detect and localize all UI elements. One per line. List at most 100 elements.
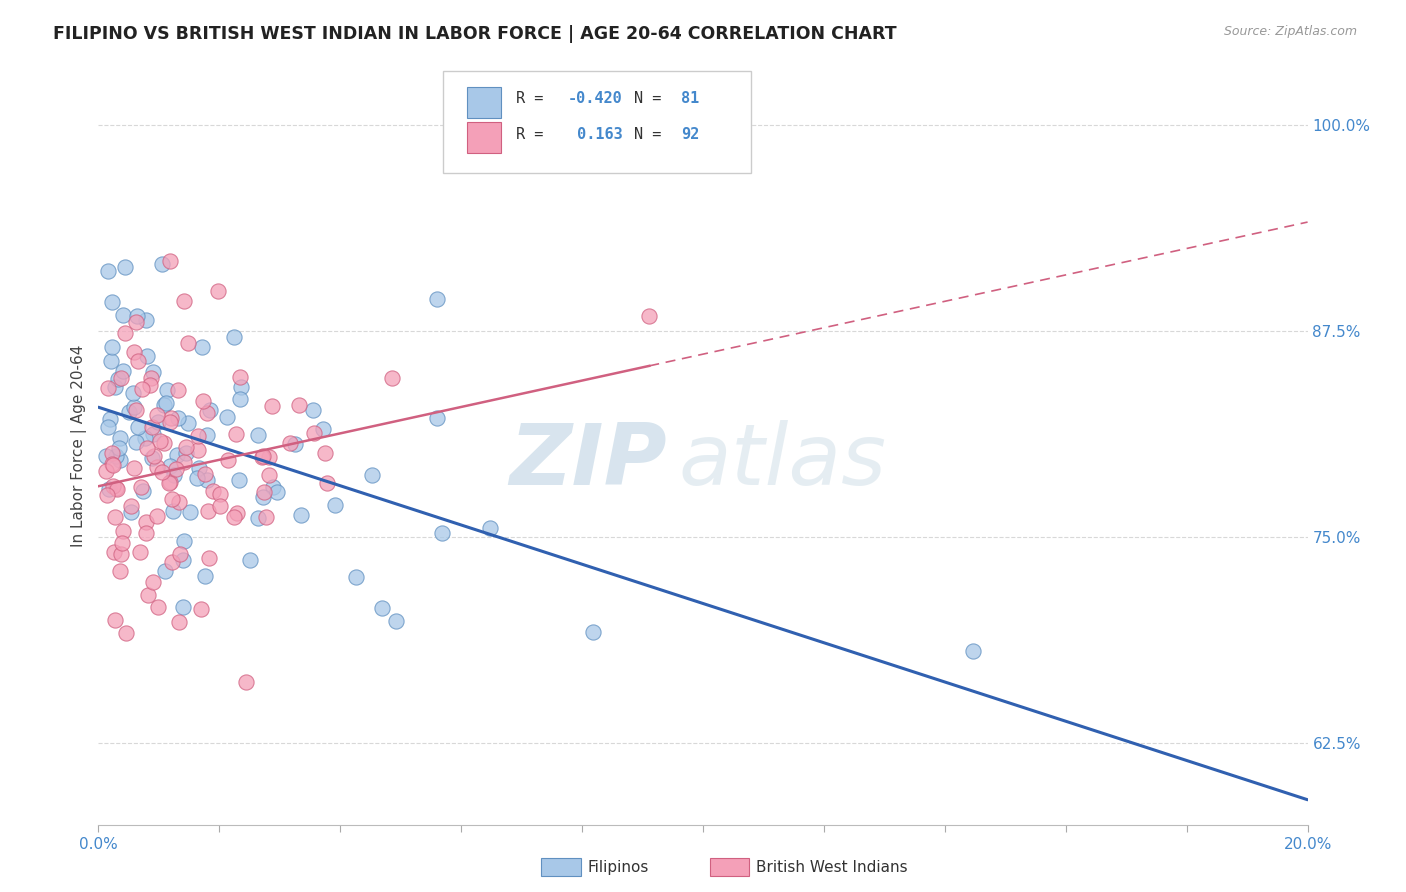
Point [135,515,157,529]
Point [198,402,221,417]
Point [257,468,280,483]
Point [163,467,186,482]
Point [100,354,122,368]
Point [172,553,194,567]
Point [101,295,124,310]
Point [284,436,307,450]
Point [229,392,252,406]
Point [187,442,209,457]
Point [127,420,149,434]
Point [125,315,148,329]
Point [250,450,273,464]
Point [239,553,262,567]
Point [360,467,382,482]
Point [197,504,219,518]
Point [160,410,183,425]
Point [217,409,239,424]
Point [141,419,163,434]
Point [104,509,127,524]
FancyBboxPatch shape [443,70,751,173]
Point [290,508,312,522]
Point [110,370,132,384]
Text: atlas: atlas [679,419,887,503]
Point [136,441,159,455]
Text: R =: R = [516,127,553,142]
Text: N =: N = [634,127,671,142]
Point [325,498,347,512]
Point [638,310,661,324]
Point [188,460,211,475]
Text: N =: N = [634,91,671,106]
Point [142,365,165,379]
Point [169,547,191,561]
Point [302,402,325,417]
Point [194,467,217,482]
Point [104,481,127,495]
Point [288,398,311,412]
Point [97,420,120,434]
Point [173,294,195,309]
Point [425,293,447,307]
Point [97,482,120,496]
Point [167,384,190,398]
Point [315,476,337,491]
Point [157,476,180,491]
Point [228,473,250,487]
Point [191,393,214,408]
Point [146,509,169,524]
Point [111,364,134,378]
Point [225,426,247,441]
Point [186,471,208,485]
Point [167,615,190,629]
Point [195,427,218,442]
Point [139,377,162,392]
Point [218,453,240,467]
Point [112,309,135,323]
Point [136,349,159,363]
Point [115,625,138,640]
Point [104,613,127,627]
Point [381,371,404,385]
Point [371,600,394,615]
Point [107,371,129,385]
Point [160,491,183,506]
Text: -0.420: -0.420 [568,91,623,106]
Point [132,483,155,498]
Point [260,399,283,413]
Point [96,488,118,502]
Point [104,379,127,393]
Point [149,434,172,448]
Point [344,570,367,584]
Point [225,506,247,520]
Point [208,500,231,514]
Point [384,614,406,628]
Point [195,406,218,420]
Point [97,264,120,278]
Point [148,599,170,614]
Point [143,449,166,463]
Point [104,449,127,463]
Point [100,458,122,472]
Point [110,547,132,561]
Text: R =: R = [516,91,553,106]
Point [100,446,122,460]
Point [179,505,201,519]
Point [254,510,277,524]
Point [155,396,177,410]
Point [122,400,145,414]
Point [159,253,181,268]
Point [101,479,124,493]
Point [246,511,269,525]
Point [150,257,173,271]
Point [190,602,212,616]
Point [134,431,156,445]
Point [146,415,169,429]
Point [177,336,200,351]
Point [122,386,145,401]
Point [198,550,221,565]
Point [222,509,245,524]
Point [96,464,118,478]
Point [101,340,124,354]
Point [103,458,125,472]
Point [160,555,183,569]
